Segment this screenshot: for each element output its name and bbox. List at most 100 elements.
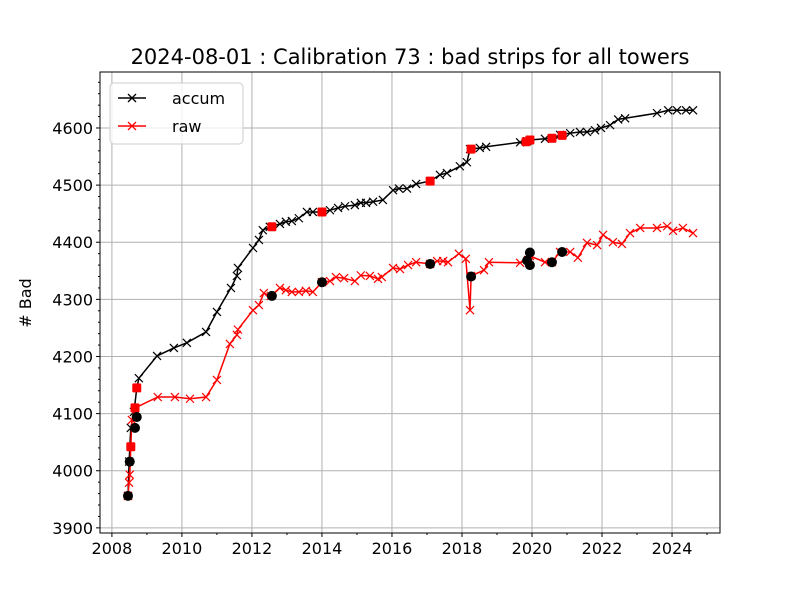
data-point-raw — [259, 288, 269, 298]
data-point-raw — [388, 263, 398, 273]
highlight-point-accum — [425, 176, 435, 186]
data-point-raw — [287, 287, 297, 297]
data-point-accum — [394, 184, 404, 193]
highlight-point-raw — [266, 290, 277, 301]
data-point-accum — [605, 120, 615, 130]
highlight-point-raw — [524, 260, 535, 271]
data-point-raw — [608, 237, 618, 247]
data-point-raw — [153, 392, 163, 402]
data-point-raw — [582, 238, 592, 248]
data-point-accum — [388, 185, 398, 195]
highlight-point-raw — [123, 490, 134, 501]
data-point-raw — [395, 264, 405, 274]
highlight-point-accum — [126, 442, 136, 452]
data-point-raw — [201, 392, 211, 402]
data-point-accum — [402, 184, 412, 193]
y-axis-label: # Bad — [16, 278, 35, 327]
data-point-accum — [455, 161, 465, 171]
data-point-raw — [232, 330, 242, 340]
data-point-raw — [339, 273, 349, 283]
data-point-raw — [294, 287, 304, 297]
data-point-accum — [248, 243, 258, 253]
highlight-point-raw — [425, 258, 436, 269]
data-point-raw — [212, 375, 222, 385]
data-point-raw — [617, 239, 627, 249]
highlight-point-accum — [132, 383, 142, 393]
data-point-raw — [678, 223, 688, 233]
data-point-raw — [325, 276, 335, 286]
plot-frame — [99, 71, 721, 534]
data-point-accum — [232, 271, 242, 281]
highlight-point-accum — [557, 130, 567, 140]
data-point-accum — [275, 219, 285, 229]
data-point-accum — [325, 205, 335, 215]
data-point-accum — [308, 207, 318, 217]
data-point-accum — [462, 157, 472, 167]
x-tick-label: 2020 — [512, 539, 553, 558]
data-point-accum — [575, 127, 585, 137]
data-point-raw — [598, 230, 608, 240]
data-point-accum — [411, 179, 421, 189]
data-point-raw — [403, 260, 413, 270]
x-tick-label: 2012 — [232, 539, 273, 558]
data-point-accum — [378, 195, 388, 205]
legend: accum raw — [109, 82, 244, 145]
data-point-raw — [275, 283, 285, 293]
data-point-raw — [377, 272, 387, 282]
highlight-point-raw — [316, 277, 327, 288]
highlight-point-accum — [130, 403, 140, 413]
data-point-raw — [356, 270, 366, 280]
data-point-accum — [672, 105, 682, 115]
x-tick-label: 2010 — [162, 539, 203, 558]
data-point-raw — [365, 271, 375, 281]
data-point-accum — [212, 307, 222, 317]
data-point-raw — [592, 240, 602, 250]
data-point-raw — [233, 325, 243, 335]
data-point-raw — [484, 257, 494, 267]
highlight-point-raw — [124, 456, 135, 467]
data-point-accum — [361, 198, 371, 208]
data-point-raw — [573, 253, 583, 263]
data-point-accum — [258, 225, 268, 235]
series-group — [123, 105, 698, 501]
y-tick-label: 4500 — [52, 176, 93, 195]
y-tick-label: 4400 — [52, 233, 93, 252]
data-point-raw — [652, 223, 662, 233]
y-tick-label: 4100 — [52, 405, 93, 424]
data-point-raw — [540, 257, 550, 267]
data-point-raw — [668, 226, 678, 236]
data-point-accum — [294, 213, 304, 223]
x-tick-label: 2014 — [302, 539, 343, 558]
x-tick-label: 2022 — [582, 539, 623, 558]
data-point-accum — [226, 283, 236, 293]
data-point-accum — [613, 114, 623, 124]
y-tick-label: 4600 — [52, 119, 93, 138]
data-point-accum — [233, 263, 243, 273]
data-point-raw — [125, 470, 135, 480]
data-point-accum — [652, 108, 662, 118]
data-point-raw — [479, 265, 489, 275]
highlight-point-accum — [317, 207, 327, 217]
highlight-point-accum — [466, 144, 476, 154]
data-point-raw — [662, 221, 672, 231]
data-point-raw — [411, 257, 421, 267]
data-point-raw — [635, 223, 645, 233]
highlight-point-accum — [547, 133, 557, 143]
data-point-accum — [596, 123, 606, 133]
legend-accum-marker-icon — [127, 93, 137, 103]
series-line-accum — [127, 109, 693, 496]
data-point-accum — [368, 197, 378, 207]
data-point-raw — [565, 247, 575, 257]
highlight-point-accum — [525, 135, 535, 145]
data-point-raw — [281, 285, 291, 295]
highlight-point-raw — [466, 271, 477, 282]
data-point-raw — [461, 254, 471, 264]
highlight-point-raw — [557, 246, 568, 257]
x-tick-label: 2024 — [652, 539, 693, 558]
data-point-raw — [443, 257, 453, 267]
data-point-accum — [182, 338, 192, 348]
data-point-accum — [435, 170, 445, 180]
x-tick-label: 2018 — [442, 539, 483, 558]
data-point-accum — [442, 168, 452, 178]
